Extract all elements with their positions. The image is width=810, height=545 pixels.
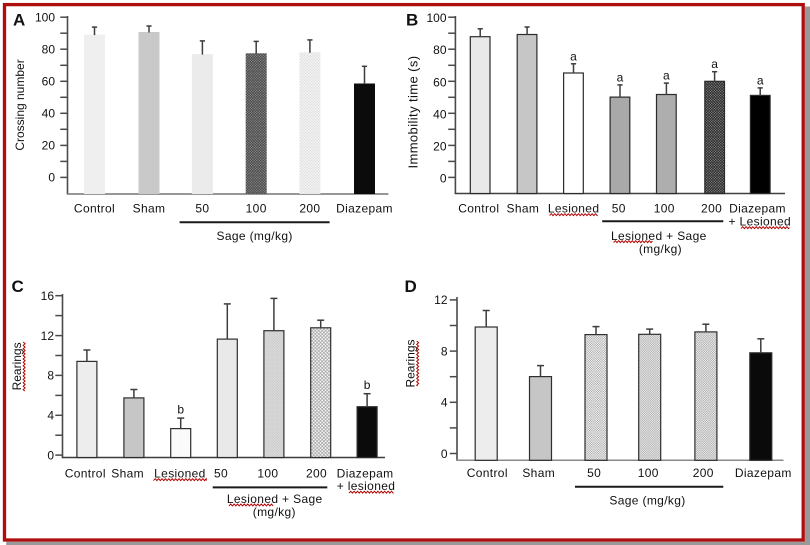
svg-text:B: B (406, 11, 418, 30)
svg-text:C: C (12, 277, 24, 296)
svg-text:Diazepam: Diazepam (729, 202, 786, 216)
svg-text:Sham: Sham (133, 202, 166, 216)
svg-text:Lesioned + Sage: Lesioned + Sage (227, 492, 323, 506)
svg-text:50: 50 (195, 202, 209, 216)
svg-text:+ Lesioned: + Lesioned (729, 215, 792, 229)
svg-text:a: a (617, 70, 624, 84)
svg-text:100: 100 (257, 467, 278, 481)
svg-text:40: 40 (433, 107, 447, 121)
svg-text:Control: Control (65, 467, 106, 481)
svg-text:100: 100 (246, 202, 267, 216)
svg-text:a: a (711, 57, 718, 71)
svg-text:Diazepam: Diazepam (735, 466, 792, 480)
svg-text:20: 20 (42, 139, 56, 153)
svg-text:Lesioned + Sage: Lesioned + Sage (611, 229, 707, 243)
svg-text:+ lesioned: + lesioned (337, 479, 396, 493)
svg-text:60: 60 (433, 75, 447, 89)
svg-text:200: 200 (299, 202, 320, 216)
svg-text:Sham: Sham (522, 466, 555, 480)
svg-text:Lesioned: Lesioned (548, 202, 600, 216)
svg-text:200: 200 (701, 202, 722, 216)
svg-text:Rearings: Rearings (404, 339, 418, 387)
svg-text:(mg/kg): (mg/kg) (639, 242, 682, 256)
svg-text:0: 0 (440, 171, 447, 185)
svg-text:20: 20 (433, 139, 447, 153)
svg-text:Control: Control (467, 466, 508, 480)
svg-text:Lesioned: Lesioned (154, 467, 206, 481)
svg-text:Sage (mg/kg): Sage (mg/kg) (216, 229, 292, 243)
svg-text:4: 4 (47, 409, 54, 423)
svg-text:80: 80 (42, 43, 56, 57)
svg-text:b: b (364, 378, 371, 392)
svg-text:50: 50 (612, 202, 626, 216)
svg-text:50: 50 (214, 467, 228, 481)
svg-text:0: 0 (441, 447, 448, 461)
svg-text:12: 12 (434, 293, 448, 307)
svg-text:16: 16 (41, 289, 55, 303)
svg-text:Sage (mg/kg): Sage (mg/kg) (609, 493, 685, 507)
svg-text:a: a (570, 49, 577, 63)
svg-text:40: 40 (42, 107, 56, 121)
svg-text:8: 8 (441, 344, 448, 358)
svg-text:60: 60 (42, 75, 56, 89)
svg-text:Sham: Sham (111, 467, 144, 481)
svg-text:a: a (757, 73, 764, 87)
svg-text:Control: Control (458, 202, 499, 216)
svg-text:Diazepam: Diazepam (337, 467, 394, 481)
svg-text:Immobility time (s): Immobility time (s) (405, 55, 420, 168)
svg-text:A: A (13, 11, 25, 30)
svg-text:100: 100 (654, 202, 675, 216)
svg-text:100: 100 (426, 11, 446, 25)
svg-text:200: 200 (306, 467, 327, 481)
svg-text:50: 50 (587, 466, 601, 480)
svg-text:D: D (405, 277, 417, 296)
svg-text:b: b (177, 403, 184, 417)
svg-text:100: 100 (638, 466, 659, 480)
svg-text:Sham: Sham (507, 202, 540, 216)
svg-text:8: 8 (47, 369, 54, 383)
svg-text:4: 4 (441, 396, 448, 410)
svg-text:a: a (663, 69, 670, 83)
svg-text:200: 200 (693, 466, 714, 480)
svg-text:Rearings: Rearings (10, 342, 24, 390)
svg-text:Crossing number: Crossing number (13, 59, 27, 150)
svg-text:Control: Control (74, 202, 115, 216)
svg-text:80: 80 (433, 43, 447, 57)
svg-text:100: 100 (35, 11, 55, 25)
svg-text:Diazepam: Diazepam (336, 202, 393, 216)
svg-text:(mg/kg): (mg/kg) (253, 505, 296, 519)
svg-text:0: 0 (48, 171, 55, 185)
svg-text:0: 0 (47, 448, 54, 462)
svg-text:12: 12 (41, 329, 55, 343)
